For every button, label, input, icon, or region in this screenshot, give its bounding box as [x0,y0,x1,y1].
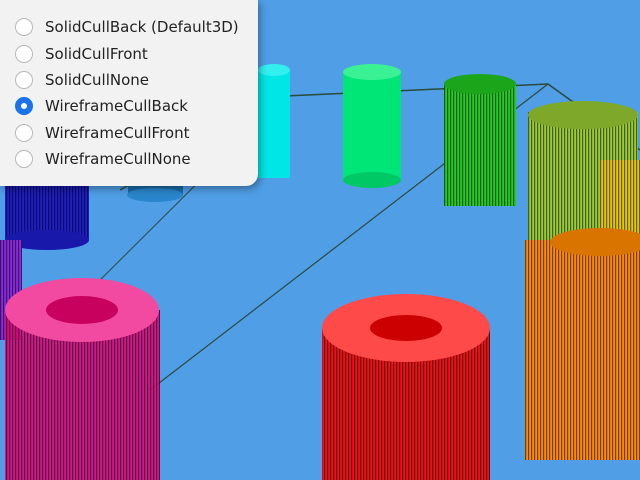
radio-button-icon[interactable] [15,97,33,116]
radio-option-label: SolidCullBack (Default3D) [45,18,239,37]
cylinder-orange [525,228,640,460]
radio-button-icon[interactable] [15,150,33,169]
radio-option-label: WireframeCullBack [45,97,188,116]
radio-option-wireframe-cull-none[interactable]: WireframeCullNone [0,146,258,172]
radio-option-label: WireframeCullFront [45,123,190,142]
radio-option-label: WireframeCullNone [45,150,191,169]
radio-button-icon[interactable] [15,44,33,63]
radio-button-icon[interactable] [15,18,33,37]
cylinder-red [322,294,490,480]
cylinder-magenta [5,278,160,480]
radio-option-wireframe-cull-front[interactable]: WireframeCullFront [0,120,258,146]
cull-mode-radio-panel: SolidCullBack (Default3D) SolidCullFront… [0,0,258,186]
radio-button-icon[interactable] [15,123,33,142]
radio-option-solid-cull-back[interactable]: SolidCullBack (Default3D) [0,14,258,40]
radio-option-solid-cull-none[interactable]: SolidCullNone [0,67,258,93]
cylinder-green [444,74,516,206]
radio-option-label: SolidCullNone [45,70,150,89]
cylinder-spring-green [343,64,401,188]
radio-option-solid-cull-front[interactable]: SolidCullFront [0,40,258,66]
radio-option-wireframe-cull-back[interactable]: WireframeCullBack [0,93,258,119]
radio-button-icon[interactable] [15,70,33,89]
cylinder-cyan [258,64,290,178]
radio-option-label: SolidCullFront [45,44,148,63]
